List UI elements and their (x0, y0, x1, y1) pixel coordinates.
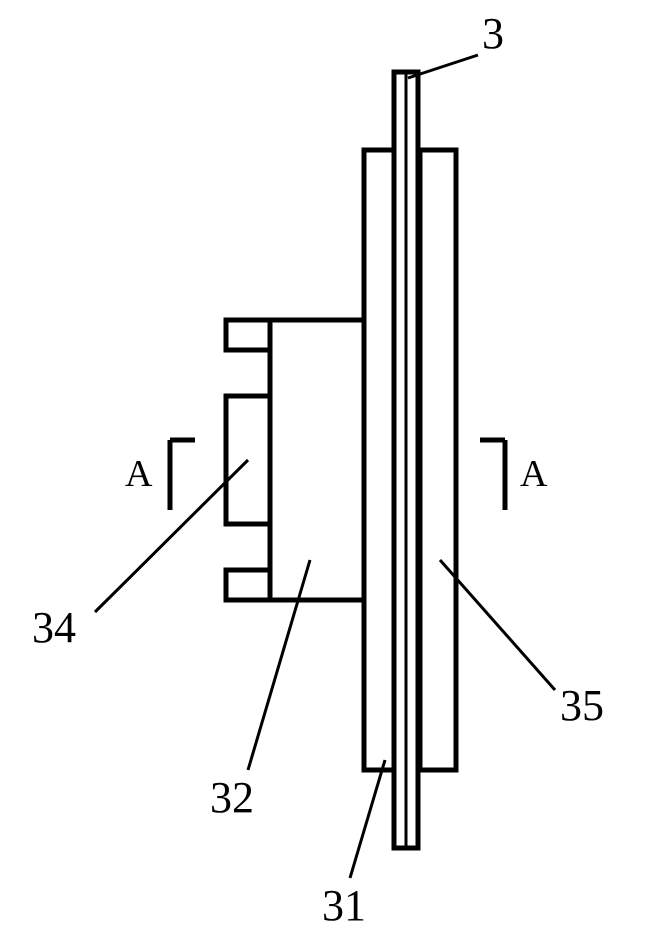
label-3: 3 (482, 9, 504, 58)
flange-top (226, 320, 270, 350)
label-35: 35 (560, 681, 604, 730)
leader-3 (408, 55, 478, 78)
section-label-a-left: A (125, 453, 153, 495)
flange-bot (226, 570, 270, 600)
engineering-diagram: 3 A A 34 35 32 31 (0, 0, 664, 952)
section-mark-left (170, 440, 195, 510)
part-31-body (364, 150, 394, 770)
part-32-stem (270, 320, 364, 600)
label-34: 34 (32, 603, 76, 652)
label-31: 31 (322, 881, 366, 930)
section-mark-right (480, 440, 505, 510)
label-32: 32 (210, 773, 254, 822)
part-35-plate (420, 150, 456, 770)
section-label-a-right: A (520, 453, 548, 495)
leader-31 (350, 760, 385, 878)
